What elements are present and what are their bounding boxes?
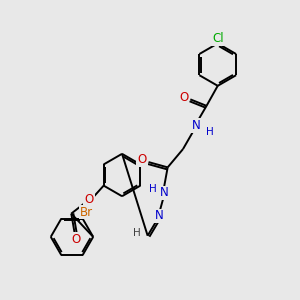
Text: H: H — [149, 184, 157, 194]
Text: N: N — [192, 119, 201, 132]
Text: O: O — [84, 193, 94, 206]
Text: O: O — [72, 233, 81, 246]
Text: H: H — [206, 127, 213, 137]
Text: N: N — [160, 187, 169, 200]
Text: O: O — [137, 153, 147, 166]
Text: H: H — [134, 228, 141, 238]
Text: Cl: Cl — [212, 32, 224, 46]
Text: N: N — [155, 209, 164, 223]
Text: Br: Br — [80, 206, 93, 218]
Text: O: O — [179, 92, 188, 104]
